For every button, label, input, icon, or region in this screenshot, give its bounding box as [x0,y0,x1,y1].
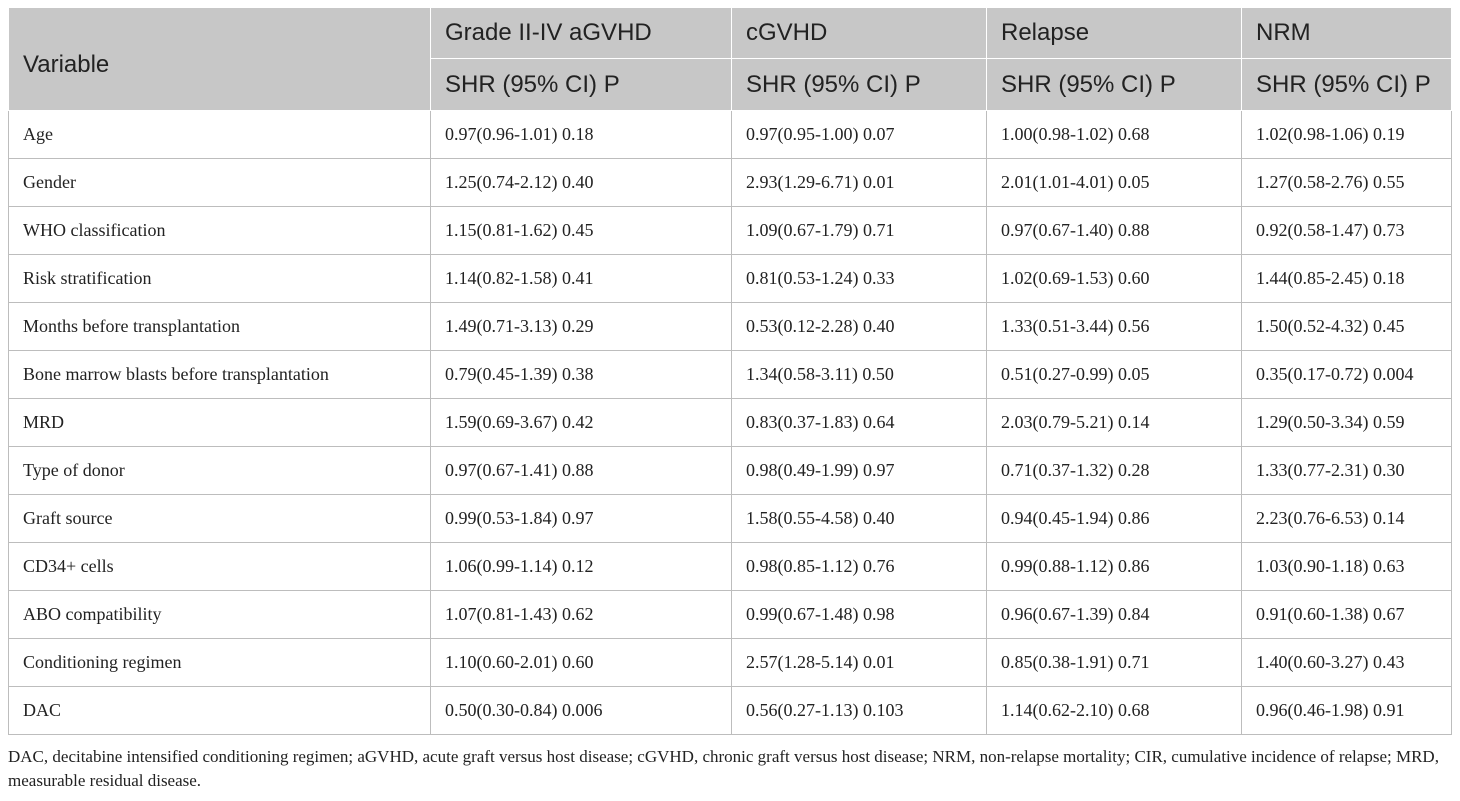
cell-nrm: 0.92(0.58-1.47) 0.73 [1241,206,1452,255]
cell-cgvhd: 0.98(0.85-1.12) 0.76 [731,542,987,591]
cell-agvhd: 1.14(0.82-1.58) 0.41 [430,254,732,303]
table-footnote: DAC, decitabine intensified conditioning… [8,747,1439,790]
cell-agvhd: 0.97(0.96-1.01) 0.18 [430,110,732,159]
cell-cgvhd: 0.99(0.67-1.48) 0.98 [731,590,987,639]
cell-nrm: 0.96(0.46-1.98) 0.91 [1241,686,1452,735]
table-row: Age 0.97(0.96-1.01) 0.18 0.97(0.95-1.00) 0… [8,110,1452,159]
cell-cgvhd: 1.58(0.55-4.58) 0.40 [731,494,987,543]
subheader-shr: SHR (95% CI) P [731,58,987,111]
cell-agvhd: 0.99(0.53-1.84) 0.97 [430,494,732,543]
cell-relapse: 1.00(0.98-1.02) 0.68 [986,110,1242,159]
cell-cgvhd: 0.98(0.49-1.99) 0.97 [731,446,987,495]
header-variable: Variable [8,8,431,111]
cell-agvhd: 0.50(0.30-0.84) 0.006 [430,686,732,735]
cell-cgvhd: 0.83(0.37-1.83) 0.64 [731,398,987,447]
cell-relapse: 1.02(0.69-1.53) 0.60 [986,254,1242,303]
cell-relapse: 0.97(0.67-1.40) 0.88 [986,206,1242,255]
row-variable: Graft source [8,494,431,543]
cell-agvhd: 1.15(0.81-1.62) 0.45 [430,206,732,255]
table-header: Variable Grade II-IV aGVHD cGVHD Relapse… [8,8,1452,111]
cell-relapse: 2.01(1.01-4.01) 0.05 [986,158,1242,207]
cell-nrm: 1.40(0.60-3.27) 0.43 [1241,638,1452,687]
row-variable: ABO compatibility [8,590,431,639]
row-variable: Risk stratification [8,254,431,303]
table-row: WHO classification 1.15(0.81-1.62) 0.45 1.… [8,206,1452,255]
cell-agvhd: 1.07(0.81-1.43) 0.62 [430,590,732,639]
cell-nrm: 1.27(0.58-2.76) 0.55 [1241,158,1452,207]
cell-relapse: 0.94(0.45-1.94) 0.86 [986,494,1242,543]
table-row: Months before transplantation 1.49(0.71-3… [8,302,1452,351]
cell-relapse: 0.96(0.67-1.39) 0.84 [986,590,1242,639]
table-row: Type of donor 0.97(0.67-1.41) 0.88 0.98(0.… [8,446,1452,495]
row-variable: Type of donor [8,446,431,495]
cell-cgvhd: 1.34(0.58-3.11) 0.50 [731,350,987,399]
header-cgvhd: cGVHD [731,8,987,59]
table-row: Gender 1.25(0.74-2.12) 0.40 2.93(1.29-6.71… [8,158,1452,207]
cell-nrm: 0.35(0.17-0.72) 0.004 [1241,350,1452,399]
cell-cgvhd: 2.93(1.29-6.71) 0.01 [731,158,987,207]
row-variable: WHO classification [8,206,431,255]
cell-relapse: 1.14(0.62-2.10) 0.68 [986,686,1242,735]
table-row: Conditioning regimen 1.10(0.60-2.01) 0.60… [8,638,1452,687]
table-row: CD34+ cells 1.06(0.99-1.14) 0.12 0.98(0.85… [8,542,1452,591]
cell-relapse: 0.51(0.27-0.99) 0.05 [986,350,1242,399]
row-variable: CD34+ cells [8,542,431,591]
cell-cgvhd: 0.56(0.27-1.13) 0.103 [731,686,987,735]
subheader-shr: SHR (95% CI) P [430,58,732,111]
cell-relapse: 0.99(0.88-1.12) 0.86 [986,542,1242,591]
cell-agvhd: 1.25(0.74-2.12) 0.40 [430,158,732,207]
cell-cgvhd: 0.81(0.53-1.24) 0.33 [731,254,987,303]
cell-nrm: 1.29(0.50-3.34) 0.59 [1241,398,1452,447]
cell-relapse: 0.71(0.37-1.32) 0.28 [986,446,1242,495]
cell-relapse: 2.03(0.79-5.21) 0.14 [986,398,1242,447]
cell-agvhd: 1.59(0.69-3.67) 0.42 [430,398,732,447]
header-agvhd: Grade II-IV aGVHD [430,8,732,59]
table-row: Risk stratification 1.14(0.82-1.58) 0.41 0… [8,254,1452,303]
table-row: Graft source 0.99(0.53-1.84) 0.97 1.58(0.5… [8,494,1452,543]
header-relapse: Relapse [986,8,1242,59]
cell-nrm: 1.02(0.98-1.06) 0.19 [1241,110,1452,159]
results-table-container: Variable Grade II-IV aGVHD cGVHD Relapse… [8,8,1452,735]
cell-nrm: 0.91(0.60-1.38) 0.67 [1241,590,1452,639]
header-nrm: NRM [1241,8,1452,59]
cell-nrm: 1.50(0.52-4.32) 0.45 [1241,302,1452,351]
subheader-shr: SHR (95% CI) P [1241,58,1452,111]
table-row: Bone marrow blasts before transplantatio… [8,350,1452,399]
cell-agvhd: 1.10(0.60-2.01) 0.60 [430,638,732,687]
row-variable: Conditioning regimen [8,638,431,687]
table-body: Age 0.97(0.96-1.01) 0.18 0.97(0.95-1.00) 0… [8,110,1452,735]
cell-cgvhd: 1.09(0.67-1.79) 0.71 [731,206,987,255]
cell-nrm: 1.44(0.85-2.45) 0.18 [1241,254,1452,303]
cell-cgvhd: 0.97(0.95-1.00) 0.07 [731,110,987,159]
cell-agvhd: 0.97(0.67-1.41) 0.88 [430,446,732,495]
cell-cgvhd: 2.57(1.28-5.14) 0.01 [731,638,987,687]
table-row: DAC 0.50(0.30-0.84) 0.006 0.56(0.27-1.13) … [8,686,1452,735]
subheader-shr: SHR (95% CI) P [986,58,1242,111]
row-variable: Gender [8,158,431,207]
cell-nrm: 1.33(0.77-2.31) 0.30 [1241,446,1452,495]
row-variable: MRD [8,398,431,447]
competing-risk-table: Variable Grade II-IV aGVHD cGVHD Relapse… [8,8,1452,735]
cell-agvhd: 1.06(0.99-1.14) 0.12 [430,542,732,591]
cell-agvhd: 1.49(0.71-3.13) 0.29 [430,302,732,351]
cell-relapse: 0.85(0.38-1.91) 0.71 [986,638,1242,687]
row-variable: Age [8,110,431,159]
table-row: ABO compatibility 1.07(0.81-1.43) 0.62 0.9… [8,590,1452,639]
cell-nrm: 2.23(0.76-6.53) 0.14 [1241,494,1452,543]
cell-agvhd: 0.79(0.45-1.39) 0.38 [430,350,732,399]
cell-cgvhd: 0.53(0.12-2.28) 0.40 [731,302,987,351]
row-variable: Months before transplantation [8,302,431,351]
cell-relapse: 1.33(0.51-3.44) 0.56 [986,302,1242,351]
table-row: MRD 1.59(0.69-3.67) 0.42 0.83(0.37-1.83) 0… [8,398,1452,447]
cell-nrm: 1.03(0.90-1.18) 0.63 [1241,542,1452,591]
row-variable: Bone marrow blasts before transplantatio… [8,350,431,399]
row-variable: DAC [8,686,431,735]
